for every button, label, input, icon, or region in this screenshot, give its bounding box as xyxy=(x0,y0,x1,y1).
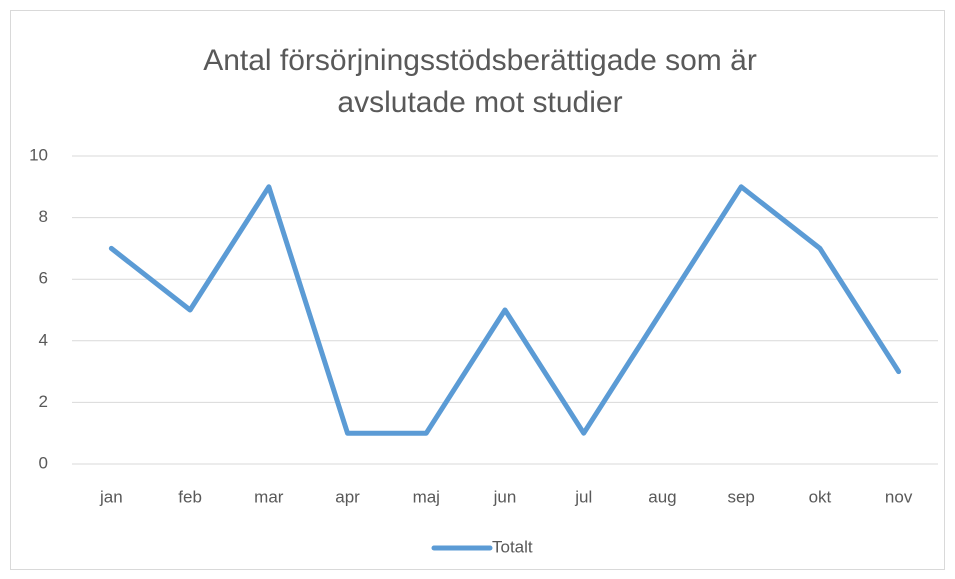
x-tick-label: aug xyxy=(648,487,676,506)
x-tick-label: maj xyxy=(413,487,440,506)
x-tick-label: mar xyxy=(254,487,284,506)
y-tick-label: 10 xyxy=(29,145,48,164)
data-line xyxy=(108,184,902,436)
x-tick-label: feb xyxy=(178,487,202,506)
y-tick-label: 8 xyxy=(39,207,48,226)
x-tick-label: apr xyxy=(335,487,360,506)
x-tick-label: jan xyxy=(99,487,123,506)
x-tick-label: sep xyxy=(727,487,754,506)
x-tick-label: jun xyxy=(493,487,517,506)
x-tick-label: okt xyxy=(809,487,832,506)
x-tick-label: jul xyxy=(574,487,592,506)
y-tick-label: 0 xyxy=(39,453,48,472)
y-tick-label: 2 xyxy=(39,392,48,411)
x-tick-label: nov xyxy=(885,487,913,506)
y-tick-label: 6 xyxy=(39,269,48,288)
chart-title: Antal försörjningsstödsberättigade som ä… xyxy=(203,44,757,119)
y-tick-label: 4 xyxy=(39,330,48,349)
legend-label: Totalt xyxy=(492,537,533,556)
